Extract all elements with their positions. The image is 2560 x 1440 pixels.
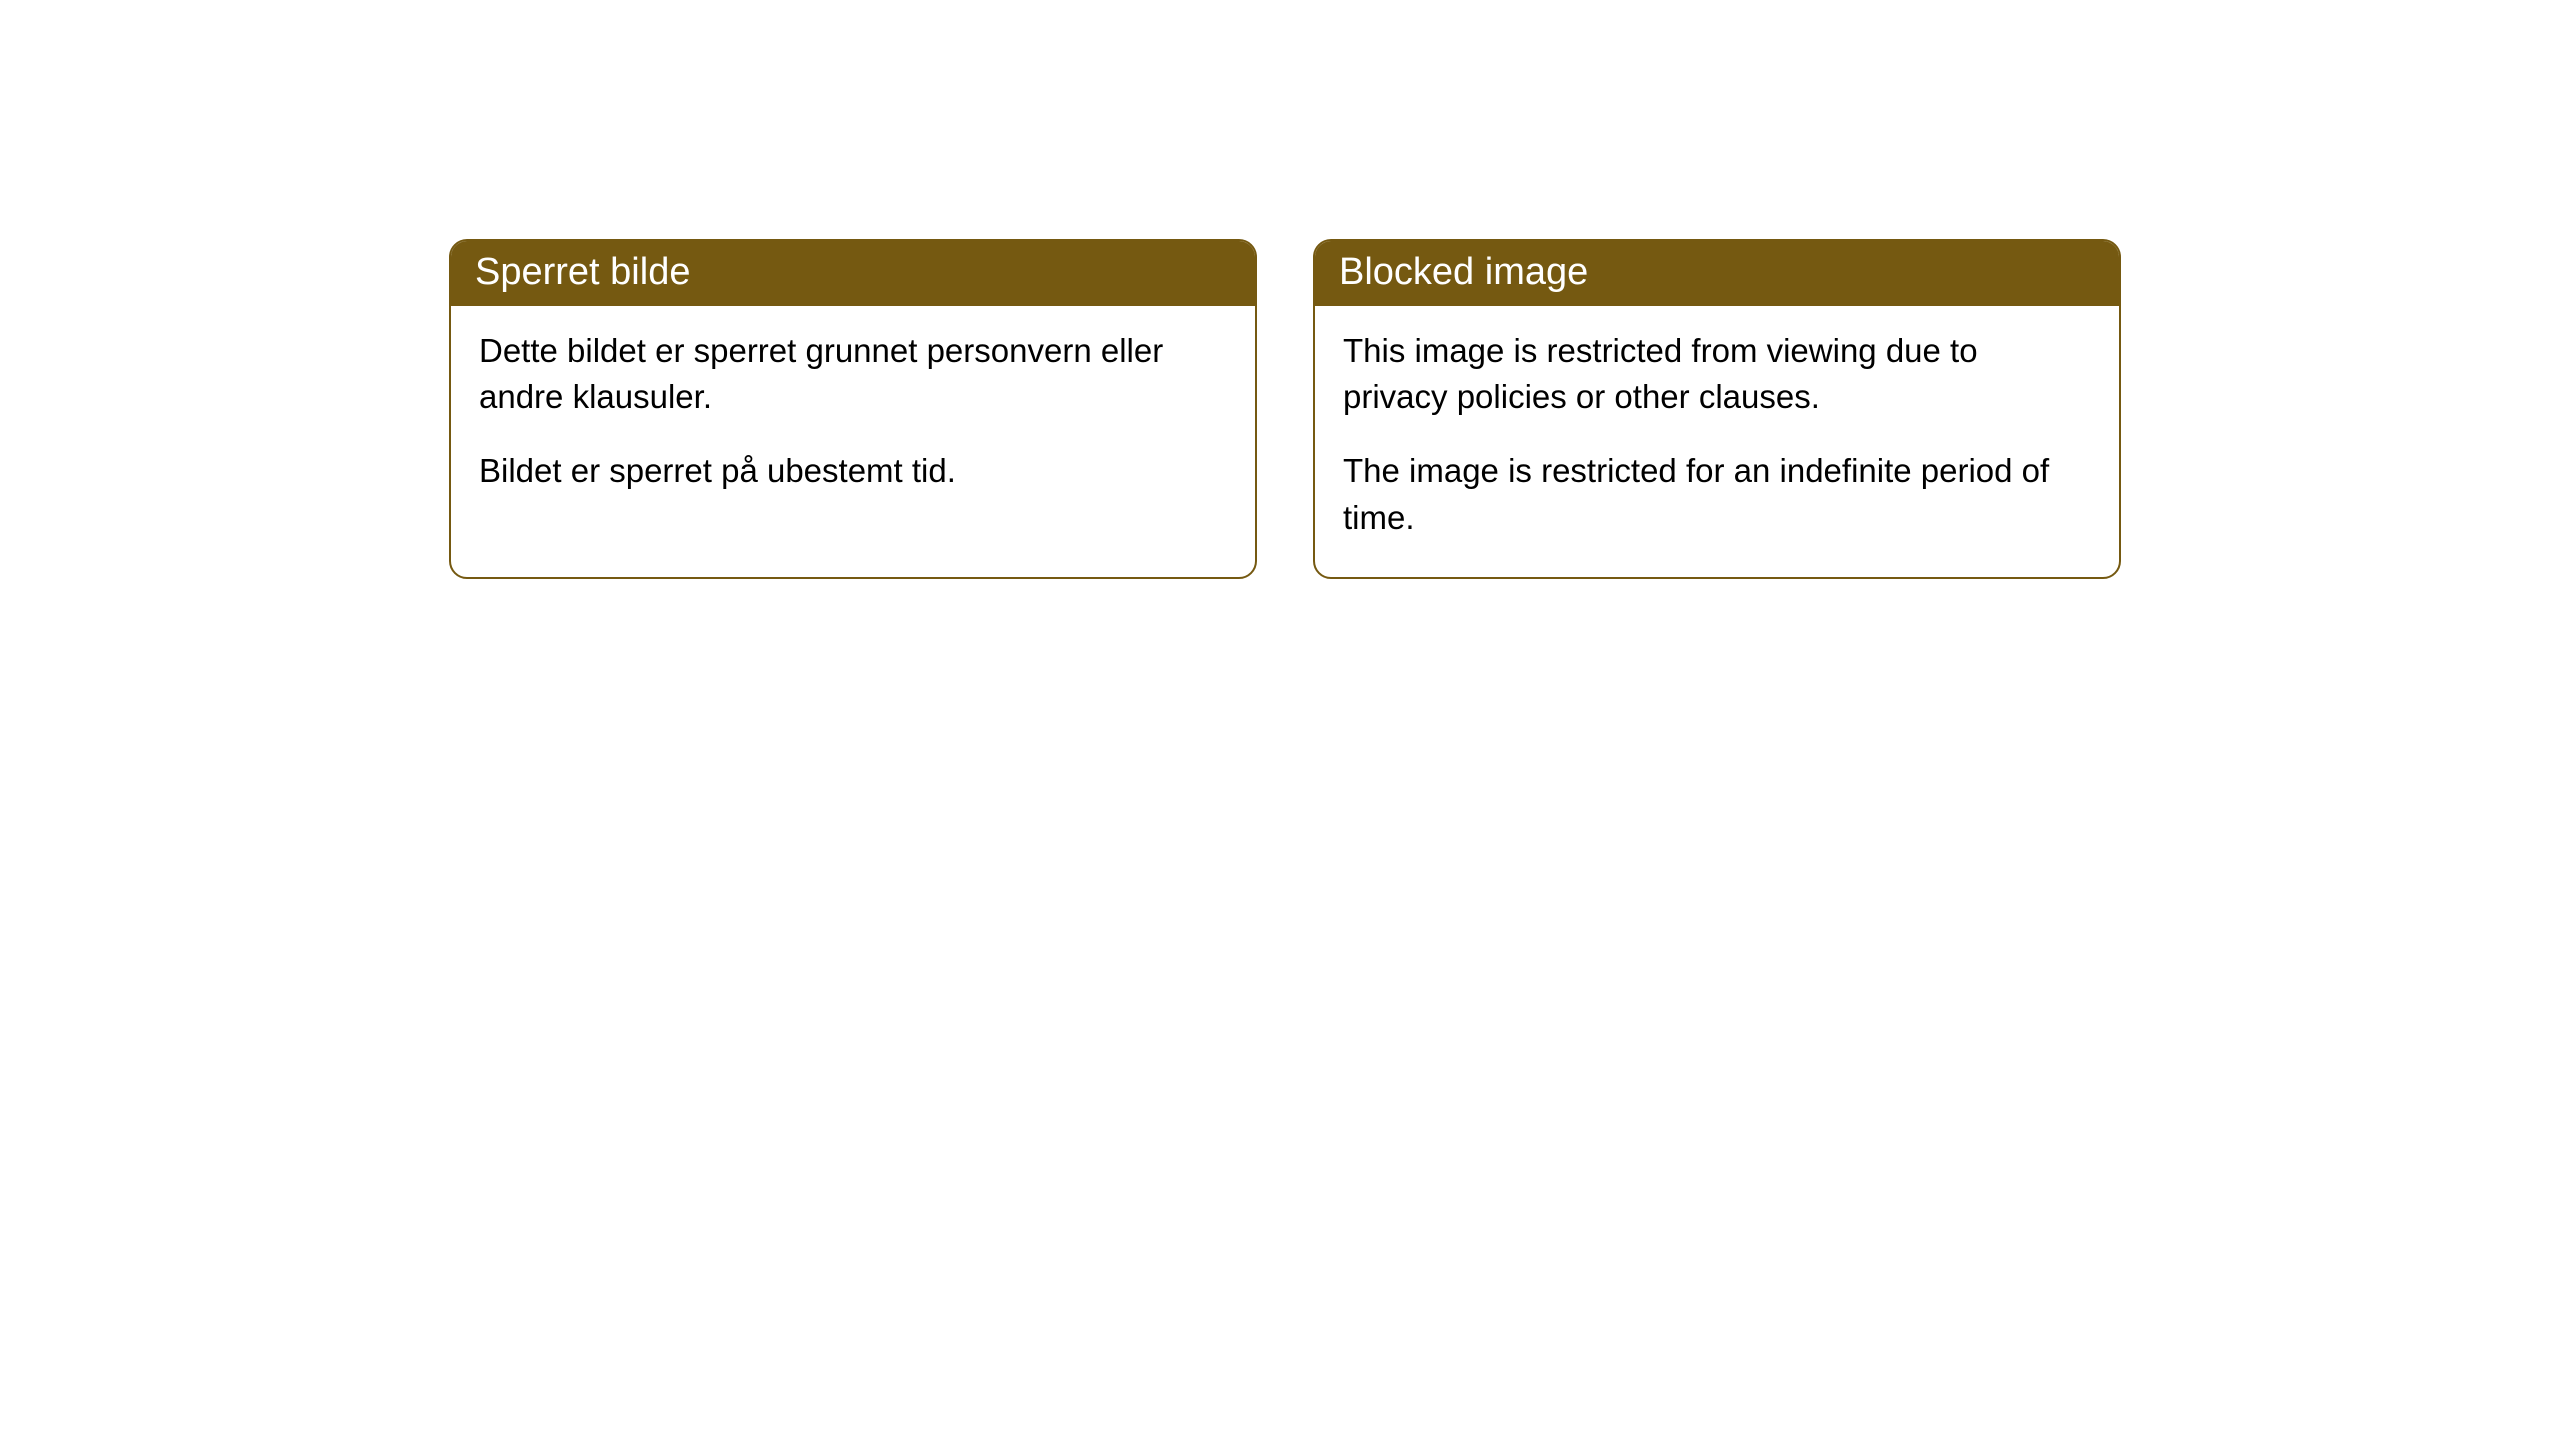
card-body: This image is restricted from viewing du… [1315,306,2119,577]
card-paragraph: Dette bildet er sperret grunnet personve… [479,328,1227,420]
card-paragraph: This image is restricted from viewing du… [1343,328,2091,420]
notice-card-norwegian: Sperret bilde Dette bildet er sperret gr… [449,239,1257,579]
card-paragraph: The image is restricted for an indefinit… [1343,448,2091,540]
card-paragraph: Bildet er sperret på ubestemt tid. [479,448,1227,494]
card-title: Sperret bilde [475,251,690,293]
card-header: Blocked image [1315,241,2119,306]
card-body: Dette bildet er sperret grunnet personve… [451,306,1255,531]
card-header: Sperret bilde [451,241,1255,306]
card-title: Blocked image [1339,251,1588,293]
notice-cards-container: Sperret bilde Dette bildet er sperret gr… [0,0,2560,579]
notice-card-english: Blocked image This image is restricted f… [1313,239,2121,579]
